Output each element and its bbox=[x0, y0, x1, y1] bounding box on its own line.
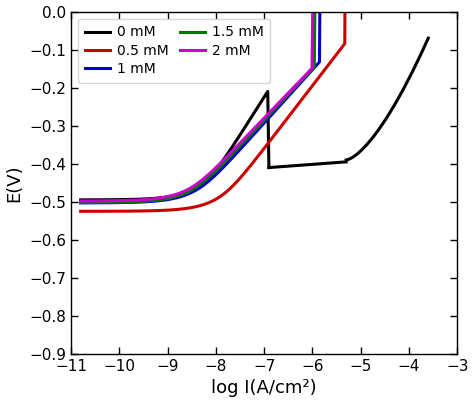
Y-axis label: E(V): E(V) bbox=[6, 164, 24, 202]
Legend: 0 mM, 0.5 mM, 1 mM, 1.5 mM, 2 mM: 0 mM, 0.5 mM, 1 mM, 1.5 mM, 2 mM bbox=[78, 19, 271, 83]
X-axis label: log I(A/cm²): log I(A/cm²) bbox=[211, 380, 317, 397]
